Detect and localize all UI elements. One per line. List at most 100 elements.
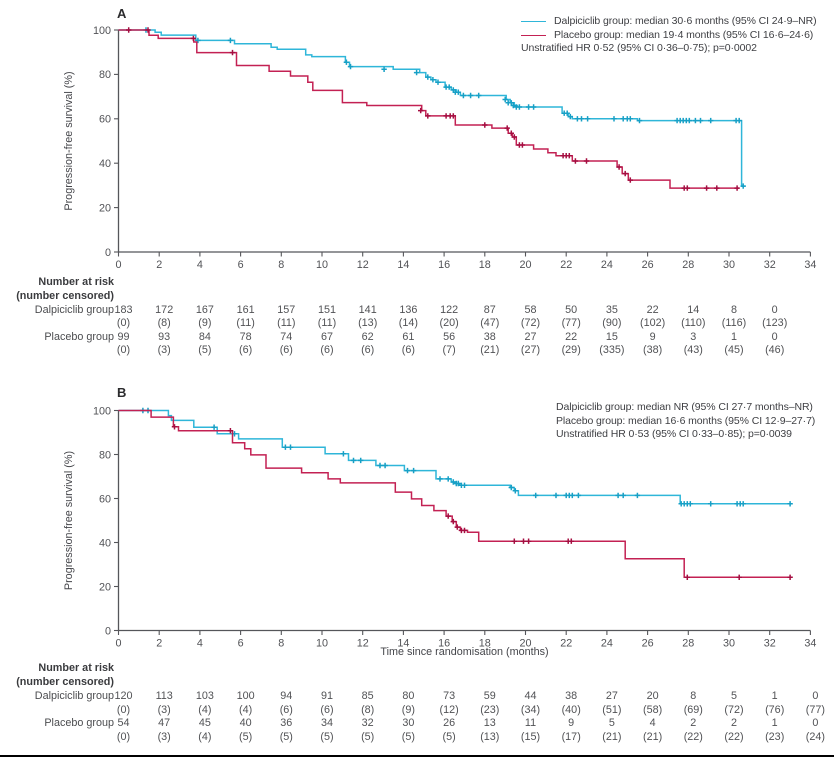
risk-censored-count: (21) <box>602 730 622 743</box>
risk-count: 99 <box>117 330 130 343</box>
risk-count: 80 <box>402 690 415 702</box>
x-tick-label: 8 <box>278 638 284 650</box>
risk-censored-count: (77) <box>805 703 825 716</box>
risk-censored-count: (23) <box>765 730 785 743</box>
risk-censored-count: (4) <box>198 703 212 716</box>
risk-censored-count: (5) <box>401 730 415 743</box>
risk-censored-count: (6) <box>361 344 375 356</box>
risk-censored-count: (5) <box>238 730 253 743</box>
risk-count: 2 <box>690 717 697 729</box>
risk-count: 26 <box>443 717 456 729</box>
placebo-line-swatch <box>521 34 546 36</box>
y-tick-label: 20 <box>99 581 111 593</box>
x-tick-label: 24 <box>601 259 613 271</box>
risk-count: 36 <box>280 717 293 729</box>
risk-censored-count: (15) <box>520 730 541 743</box>
y-tick-label: 0 <box>105 625 111 637</box>
risk-censored-count: (11) <box>236 317 255 329</box>
risk-censored-count: (43) <box>683 344 703 356</box>
x-tick-label: 28 <box>682 638 694 650</box>
risk-censored-count: (27) <box>520 344 541 356</box>
risk-count: 22 <box>565 330 578 343</box>
risk-count: 167 <box>195 303 214 316</box>
risk-count: 58 <box>524 303 537 316</box>
risk-count: 32 <box>361 717 374 729</box>
risk-censored-count: (22) <box>683 730 703 743</box>
risk-censored-count: (123) <box>762 317 788 329</box>
risk-count: 11 <box>524 717 537 729</box>
legend-text: Placebo group: median 19·4 months (95% C… <box>554 28 814 41</box>
risk-censored-count: (5) <box>442 730 456 743</box>
legend-panel-a: Dalpiciclib group: median 30·6 months (9… <box>521 15 817 56</box>
x-tick-label: 4 <box>197 638 203 650</box>
risk-censored-count: (6) <box>320 703 334 716</box>
x-tick-label: 22 <box>560 638 572 650</box>
risk-count: 136 <box>399 303 418 316</box>
risk-censored-count: (76) <box>765 703 785 716</box>
risk-censored-count: (46) <box>765 344 785 356</box>
risk-censored-count: (21) <box>642 730 663 743</box>
risk-count: 87 <box>483 303 496 316</box>
legend-text: Placebo group: median 16·6 months (95% C… <box>556 414 816 427</box>
risk-count: 4 <box>649 717 656 729</box>
risk-censored-count: (58) <box>642 703 663 716</box>
risk-count: 35 <box>605 303 618 316</box>
risk-censored-count: (72) <box>724 703 744 716</box>
risk-count: 1 <box>771 690 778 702</box>
risk-censored-count: (51) <box>602 703 622 716</box>
risk-count: 9 <box>649 330 656 343</box>
risk-censored-count: (13) <box>480 730 500 743</box>
x-tick-label: 30 <box>723 638 735 650</box>
x-tick-label: 24 <box>601 638 613 650</box>
x-tick-label: 12 <box>357 638 369 650</box>
risk-count: 62 <box>361 330 374 343</box>
legend-entry-placebo: Placebo group: median 16·6 months (95% C… <box>556 415 815 429</box>
risk-count: 34 <box>320 717 334 729</box>
risk-count: 1 <box>771 717 778 729</box>
risk-censored-count: (116) <box>721 317 747 329</box>
x-tick-label: 34 <box>804 259 816 271</box>
legend-entry-dalpiciclib: Dalpiciclib group: median 30·6 months (9… <box>521 15 817 29</box>
risk-censored-count: (29) <box>561 344 581 356</box>
x-tick-label: 26 <box>642 259 654 271</box>
risk-count: 22 <box>646 303 659 316</box>
y-tick-label: 80 <box>99 449 111 461</box>
x-tick-label: 22 <box>560 259 572 271</box>
risk-censored-count: (3) <box>157 344 171 356</box>
x-tick-label: 32 <box>764 638 776 650</box>
risk-count: 38 <box>483 330 496 343</box>
x-tick-label: 20 <box>519 259 531 271</box>
risk-count: 8 <box>690 690 697 702</box>
risk-count: 0 <box>812 690 819 702</box>
risk-table-subheader: (number censored) <box>16 675 114 688</box>
risk-count: 67 <box>320 330 334 343</box>
x-axis-title: Time since randomisation (months) <box>380 646 549 658</box>
risk-count: 40 <box>239 717 252 729</box>
risk-count: 3 <box>690 330 697 343</box>
risk-count: 84 <box>198 330 211 343</box>
risk-censored-count: (6) <box>238 344 253 356</box>
risk-count: 93 <box>158 330 171 343</box>
risk-censored-count: (21) <box>480 344 500 356</box>
risk-count: 120 <box>114 690 133 702</box>
x-tick-label: 16 <box>438 259 450 271</box>
risk-count: 183 <box>114 303 133 316</box>
risk-count: 9 <box>568 717 575 729</box>
y-axis-title: Progression-free survival (%) <box>63 71 75 210</box>
risk-count: 73 <box>443 690 456 702</box>
risk-count: 0 <box>812 717 819 729</box>
risk-count: 15 <box>605 330 618 343</box>
risk-censored-count: (90) <box>602 317 622 329</box>
risk-count: 78 <box>239 330 252 343</box>
risk-count: 8 <box>730 303 738 316</box>
x-tick-label: 8 <box>278 259 284 271</box>
risk-count: 5 <box>730 690 738 702</box>
legend-text: Dalpiciclib group: median NR (95% CI 27·… <box>556 401 813 413</box>
risk-censored-count: (5) <box>320 730 334 743</box>
risk-censored-count: (102) <box>639 317 666 329</box>
x-tick-label: 4 <box>197 259 203 271</box>
x-tick-label: 2 <box>156 259 162 271</box>
risk-censored-count: (0) <box>116 344 131 356</box>
x-tick-label: 16 <box>438 638 450 650</box>
risk-count: 172 <box>155 303 174 316</box>
